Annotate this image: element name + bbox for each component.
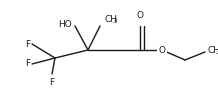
Text: F: F bbox=[25, 39, 30, 49]
Text: CH: CH bbox=[104, 15, 117, 23]
Text: CH: CH bbox=[207, 46, 218, 54]
Text: F: F bbox=[25, 60, 30, 68]
Text: F: F bbox=[49, 78, 54, 87]
Text: O: O bbox=[136, 11, 143, 20]
Text: HO: HO bbox=[58, 19, 72, 29]
Text: O: O bbox=[158, 46, 165, 54]
Text: 3: 3 bbox=[112, 18, 116, 23]
Text: 3: 3 bbox=[215, 49, 218, 54]
